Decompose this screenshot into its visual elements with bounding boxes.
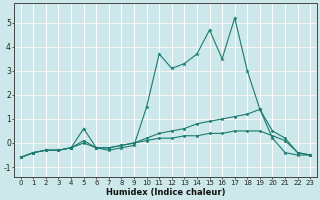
X-axis label: Humidex (Indice chaleur): Humidex (Indice chaleur) <box>106 188 225 197</box>
